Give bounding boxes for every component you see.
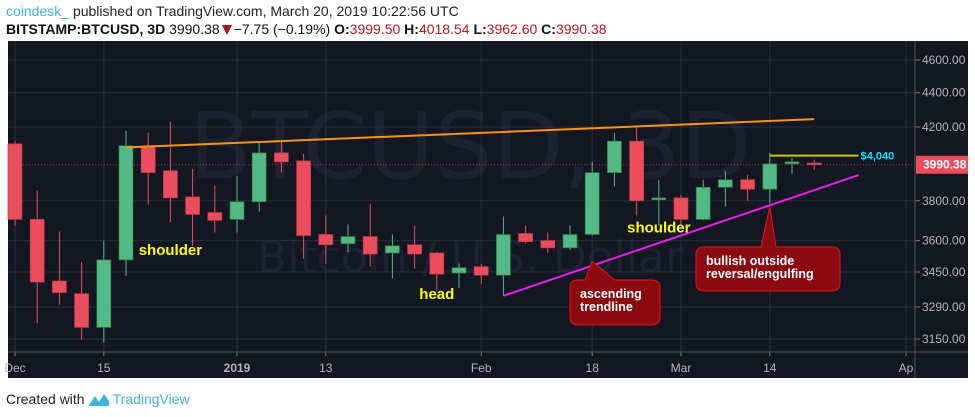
x-tick-label: Feb	[471, 361, 492, 375]
callout-text: reversal/engulfing	[706, 267, 814, 281]
candle-down	[140, 145, 156, 173]
footer: Created with TradingView	[6, 391, 190, 407]
high-value: 4018.54	[418, 21, 470, 37]
candle-up	[340, 236, 356, 245]
y-tick-label: 3600.00	[922, 234, 966, 248]
down-arrow-icon	[221, 25, 232, 35]
x-tick-label: Dec	[4, 361, 25, 375]
close-value: 3990.38	[555, 21, 607, 37]
chart-background	[8, 41, 968, 378]
candle-up	[496, 234, 511, 276]
resistance-line	[125, 118, 815, 149]
candle-down	[296, 160, 311, 236]
candle-down	[806, 162, 822, 166]
high-label: H:	[404, 21, 419, 37]
y-tick-label: 3150.00	[922, 332, 966, 346]
candle-up	[451, 267, 467, 274]
low-value: 3962.60	[486, 21, 538, 37]
open-label: O:	[334, 21, 350, 37]
candle-up	[562, 234, 578, 249]
tradingview-logo-icon	[88, 394, 109, 406]
x-tick-label: 2019	[224, 361, 251, 375]
last-price-badge	[916, 155, 968, 174]
pattern-label-shoulder: shoulder	[627, 219, 691, 236]
created-with-text: Created with	[6, 391, 85, 407]
candle-up	[651, 197, 667, 201]
published-text: published on TradingView.com, March 20, …	[72, 3, 459, 19]
x-tick-label: 15	[97, 361, 111, 375]
candle-down	[407, 244, 422, 255]
candle-down	[518, 233, 533, 242]
callout-text: trendline	[580, 300, 633, 314]
candle-down	[429, 252, 445, 275]
pattern-label-head: head	[419, 286, 454, 303]
author-link[interactable]: coindesk_	[6, 3, 70, 19]
candle-down	[74, 293, 89, 328]
pattern-label-shoulder: shoulder	[139, 242, 203, 259]
y-tick-label: 3290.00	[922, 300, 966, 314]
candle-up	[584, 172, 600, 235]
symbol-name: BITSTAMP:BTCUSD, 3D	[6, 21, 166, 37]
low-label: L:	[473, 21, 487, 37]
candle-up	[607, 140, 622, 173]
callout-text: ascending	[580, 287, 642, 301]
candle-down	[29, 219, 45, 283]
candle-up	[762, 163, 778, 190]
y-tick-label: 3450.00	[922, 265, 966, 279]
candle-down	[540, 240, 556, 249]
open-value: 3999.50	[349, 21, 401, 37]
candle-down	[362, 236, 378, 255]
y-tick-label: 3800.00	[922, 194, 966, 208]
x-tick-label: 18	[586, 361, 600, 375]
candle-up	[385, 245, 400, 254]
candle-down	[473, 266, 489, 276]
candle-down	[52, 280, 67, 293]
tradingview-link[interactable]: TradingView	[112, 391, 190, 407]
callout-text: bullish outside	[706, 254, 794, 268]
candle-up	[118, 145, 134, 261]
candle-up	[251, 152, 267, 203]
y-tick-label: 4400.00	[922, 86, 966, 100]
x-tick-label: Mar	[671, 361, 692, 375]
candle-down	[207, 212, 223, 221]
x-tick-label: 13	[319, 361, 333, 375]
watermark-symbol: BTCUSD, 3D	[189, 93, 752, 200]
candle-up	[784, 161, 800, 165]
candle-down	[163, 170, 178, 199]
candle-down	[673, 197, 689, 220]
candle-down	[740, 179, 755, 190]
candle-down	[185, 196, 200, 215]
symbol-legend: BITSTAMP:BTCUSD, 3D 3990.38 −7.75 (−0.19%…	[6, 21, 607, 37]
x-tick-label: 14	[763, 361, 777, 375]
y-tick-label: 4600.00	[922, 53, 966, 67]
candle-up	[695, 186, 711, 220]
ascending-trendline-line	[503, 174, 859, 297]
price-change: −7.75 (−0.19%)	[233, 21, 331, 37]
y-tick-label: 4200.00	[922, 120, 966, 134]
candle-up	[718, 179, 733, 188]
last-price-label: 3990.38	[923, 158, 967, 172]
candle-down	[629, 140, 644, 202]
candle-down	[318, 234, 334, 246]
publish-info: coindesk_ published on TradingView.com, …	[6, 3, 459, 19]
x-tick-label: Ap	[899, 361, 914, 375]
candle-down	[7, 143, 23, 220]
candle-down	[274, 152, 289, 163]
candle-up	[96, 259, 112, 328]
candle-up	[229, 201, 245, 220]
last-price: 3990.38	[169, 21, 220, 37]
target-label: $4,040	[861, 151, 895, 163]
close-label: C:	[541, 21, 556, 37]
callout-box	[569, 260, 661, 326]
callout-box	[695, 206, 841, 292]
